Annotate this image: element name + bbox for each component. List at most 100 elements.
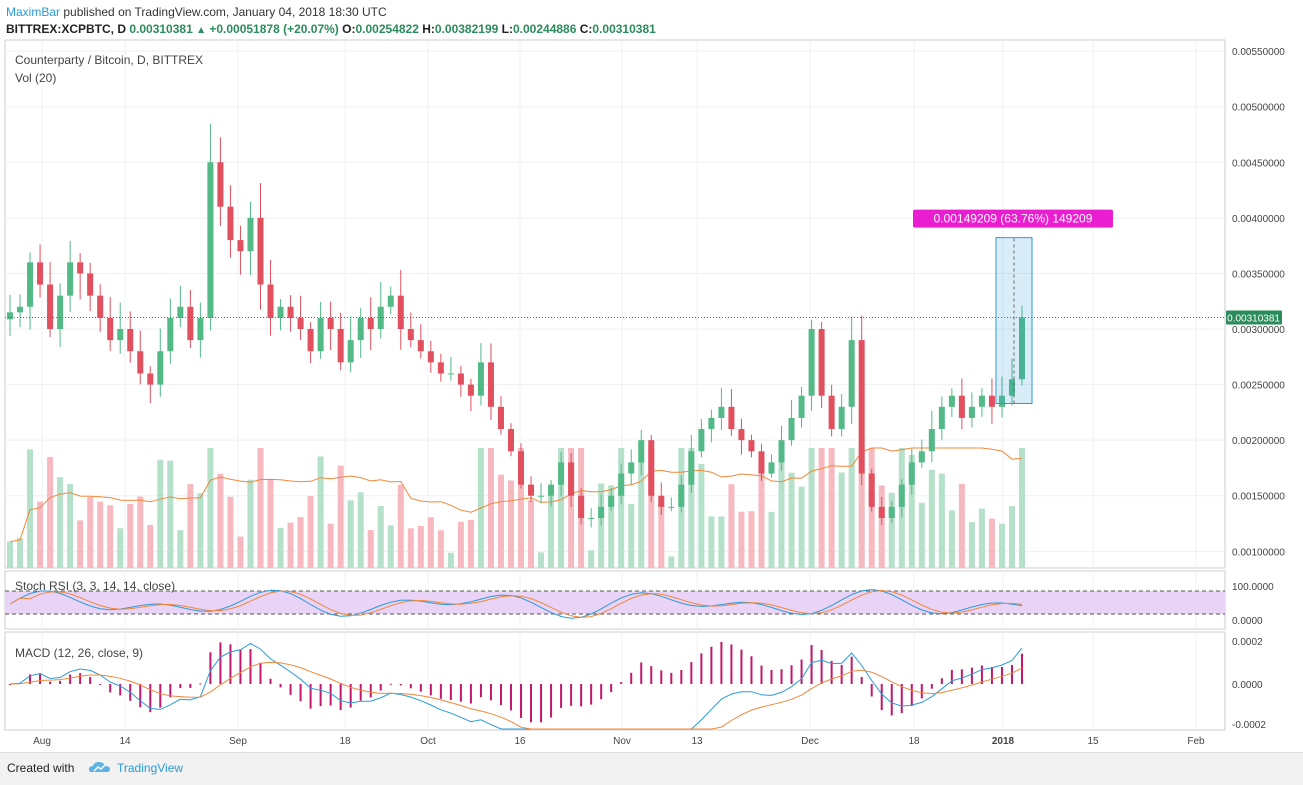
- time-tick: 18: [339, 736, 351, 747]
- measure-tool[interactable]: 0.00149209 (63.76%) 149209: [912, 209, 1113, 404]
- candle-body: [347, 340, 354, 363]
- candle-body: [888, 506, 895, 518]
- candle-body: [778, 440, 785, 463]
- candle-body: [798, 395, 805, 418]
- macd-hist-bar: [49, 681, 52, 684]
- macd-hist-bar: [469, 684, 472, 704]
- volume-bars: [6, 448, 1026, 568]
- low-value: 0.00244886: [512, 22, 577, 36]
- macd-hist-bar: [9, 684, 11, 685]
- macd-hist-bar: [1021, 653, 1023, 684]
- volume-bar: [217, 473, 224, 568]
- candle-body: [407, 329, 414, 341]
- macd-hist-bar: [1010, 665, 1013, 684]
- volume-bar: [397, 484, 404, 568]
- macd-hist-bar: [760, 665, 763, 684]
- time-tick: Dec: [801, 736, 819, 747]
- candle-body: [608, 495, 615, 507]
- macd-tick-zero: 0.0000: [1232, 680, 1263, 691]
- macd-hist-bar: [690, 662, 693, 684]
- volume-bar: [467, 519, 474, 568]
- volume-bar: [97, 501, 104, 568]
- candle-body: [958, 395, 965, 418]
- macd-histogram: [9, 641, 1023, 723]
- candle-body: [77, 262, 84, 274]
- candle-body: [708, 417, 715, 430]
- volume-bar: [848, 448, 855, 568]
- macd-hist-bar: [309, 684, 312, 709]
- macd-hist-bar: [159, 684, 162, 708]
- volume-bar: [728, 484, 735, 568]
- volume-title: Vol (20): [15, 71, 56, 85]
- volume-bar: [47, 456, 54, 568]
- close-value: 0.00310381: [592, 22, 656, 36]
- volume-bar: [277, 527, 284, 568]
- volume-bar: [978, 508, 985, 568]
- last-value: 0.00310381: [129, 22, 193, 36]
- stoch-title: Stoch RSI (3, 3, 14, 14, close): [15, 579, 175, 593]
- volume-bar: [387, 525, 394, 568]
- volume-bar: [157, 459, 164, 568]
- signal-line: [9, 661, 1023, 730]
- macd-hist-bar: [219, 642, 222, 684]
- price-tick: 0.00350000: [1232, 269, 1285, 280]
- candle-body: [107, 317, 114, 341]
- macd-hist-bar: [600, 684, 603, 700]
- volume-bar: [237, 536, 244, 568]
- macd-hist-bar: [650, 666, 653, 684]
- candle-body: [367, 317, 374, 330]
- time-tick: Feb: [1187, 736, 1205, 747]
- time-axis[interactable]: Aug 14 Sep 18 Oct 16 Nov 13 Dec 18 2018 15 Feb: [33, 736, 1205, 747]
- candle-body: [257, 217, 264, 285]
- author-link[interactable]: MaximBar: [6, 5, 61, 19]
- footer: Created with TradingView: [0, 752, 1303, 785]
- volume-bar: [287, 522, 294, 568]
- volume-bar: [147, 524, 154, 568]
- macd-pane-frame: [4, 631, 1226, 731]
- volume-bar: [87, 497, 94, 568]
- macd-hist-bar: [229, 644, 232, 684]
- macd-hist-bar: [79, 673, 82, 684]
- macd-hist-bar: [449, 684, 452, 700]
- macd-hist-bar: [900, 684, 903, 714]
- time-tick: Sep: [229, 736, 247, 747]
- chart-canvas[interactable]: 0.00149209 (63.76%) 149209 0.005500000.0…: [0, 0, 1303, 752]
- candle-body: [558, 462, 565, 485]
- price-axis[interactable]: 0.00550000 0.00500000 0.00450000 0.00400000…: [1232, 47, 1285, 558]
- macd-hist-bar: [670, 672, 673, 684]
- candle-body: [337, 329, 344, 363]
- tradingview-link[interactable]: TradingView: [117, 761, 184, 775]
- symbol-label: BITTREX:XCPBTC, D: [6, 22, 126, 36]
- candle-body: [137, 351, 144, 374]
- macd-hist-bar: [870, 684, 873, 697]
- macd-hist-bar: [299, 684, 302, 702]
- macd-hist-bar: [289, 684, 292, 695]
- macd-title: MACD (12, 26, close, 9): [15, 646, 143, 660]
- volume-bar: [718, 516, 725, 568]
- time-tick: 18: [908, 736, 920, 747]
- volume-bar: [417, 526, 424, 568]
- volume-bar: [257, 448, 264, 568]
- change-up-icon: ▲: [196, 25, 206, 36]
- volume-bar: [698, 463, 705, 568]
- candle-body: [287, 306, 294, 318]
- candle-body: [678, 484, 685, 507]
- candle-body: [207, 162, 214, 318]
- candle-body: [848, 340, 855, 407]
- candle-body: [467, 384, 474, 396]
- candle-body: [628, 462, 635, 474]
- volume-bar: [958, 483, 965, 568]
- volume-ma-line: [9, 447, 1023, 543]
- volume-bar: [528, 500, 535, 568]
- macd-hist-bar: [810, 644, 813, 684]
- macd-hist-bar: [189, 684, 192, 688]
- candle-body: [47, 284, 54, 330]
- macd-hist-bar: [369, 684, 372, 698]
- candle-body: [688, 451, 695, 485]
- price-tick: 0.00100000: [1232, 547, 1285, 558]
- macd-hist-bar: [459, 684, 462, 702]
- volume-bar: [598, 483, 605, 568]
- price-tick: 0.00450000: [1232, 158, 1285, 169]
- macd-hist-bar: [69, 674, 72, 684]
- volume-bar: [127, 503, 134, 568]
